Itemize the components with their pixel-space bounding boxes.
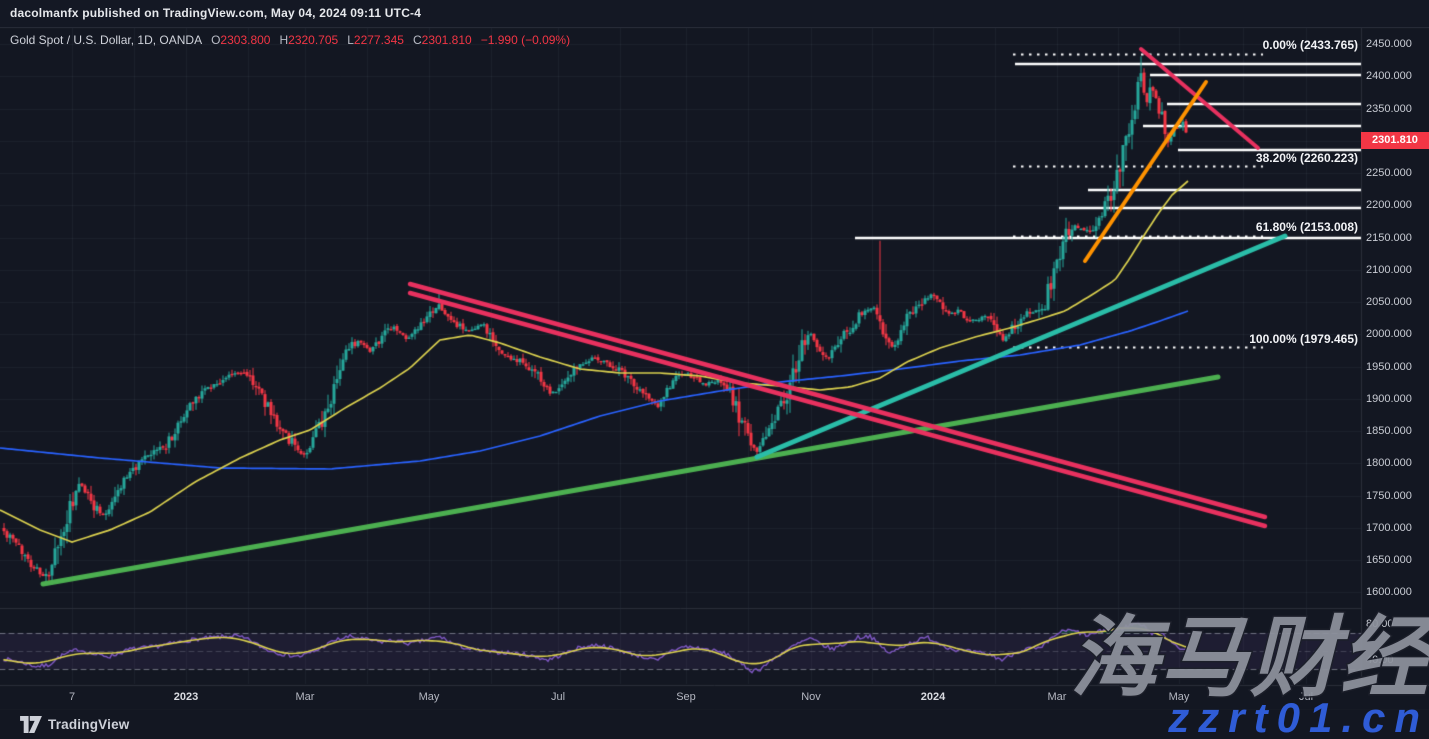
- low-label: L: [347, 33, 354, 47]
- publish-info-text: dacolmanfx published on TradingView.com,…: [10, 6, 422, 20]
- price-axis-label: 1950.000: [1366, 360, 1412, 373]
- low-value: 2277.345: [353, 33, 404, 47]
- watermark-chinese-text: 海马财经: [1068, 607, 1429, 709]
- fib-level-label: 100.00% (1979.465): [1249, 332, 1358, 346]
- time-axis-label: Mar: [295, 691, 315, 703]
- time-axis-label: May: [1168, 691, 1190, 703]
- price-axis-label: 1750.000: [1366, 489, 1412, 502]
- price-axis-label: 1650.000: [1366, 554, 1412, 567]
- price-axis-label: 2000.000: [1366, 328, 1412, 341]
- time-axis-label: 2024: [920, 691, 946, 703]
- time-axis-label: 7: [68, 691, 76, 703]
- last-price-badge: 2301.810: [1361, 132, 1429, 149]
- time-axis-label: Mar: [1047, 691, 1067, 703]
- price-axis-label: 1700.000: [1366, 521, 1412, 534]
- time-axis-label: May: [418, 691, 440, 703]
- time-axis-label: Jul: [1298, 691, 1314, 703]
- price-axis-label: 1900.000: [1366, 392, 1412, 405]
- change-value: −1.990 (−0.09%): [480, 33, 571, 47]
- rsi-axis-label: 80.00: [1366, 618, 1394, 630]
- price-axis-label: 2250.000: [1366, 167, 1412, 180]
- publish-header: dacolmanfx published on TradingView.com,…: [0, 0, 1429, 28]
- rsi-axis-label: 40.00: [1366, 654, 1394, 666]
- tradingview-logo-icon[interactable]: [20, 716, 42, 733]
- price-axis-label: 1600.000: [1366, 586, 1412, 599]
- time-axis-label: Sep: [676, 691, 696, 703]
- high-value: 2320.705: [288, 33, 339, 47]
- price-axis-label: 2150.000: [1366, 231, 1412, 244]
- tradingview-brand-text[interactable]: TradingView: [48, 717, 130, 732]
- watermark-site-url: zzrt01.cn: [1168, 694, 1429, 739]
- time-axis-label: Nov: [801, 691, 821, 703]
- fib-level-label: 61.80% (2153.008): [1255, 220, 1358, 234]
- price-axis-label: 1850.000: [1366, 425, 1412, 438]
- symbol-title[interactable]: Gold Spot / U.S. Dollar, 1D, OANDA: [10, 33, 203, 47]
- open-label: O: [211, 33, 221, 47]
- time-axis-label: Jul: [550, 691, 566, 703]
- open-value: 2303.800: [220, 33, 271, 47]
- price-axis-label: 1800.000: [1366, 457, 1412, 470]
- price-axis-label: 2350.000: [1366, 102, 1412, 115]
- price-axis-label: 2400.000: [1366, 70, 1412, 83]
- price-axis-label: 2450.000: [1366, 38, 1412, 50]
- footer-bar: TradingView: [0, 710, 1429, 739]
- fib-level-label: 38.20% (2260.223): [1255, 151, 1358, 165]
- price-axis-label: 2100.000: [1366, 263, 1412, 276]
- close-label: C: [412, 33, 422, 47]
- price-axis-label: 2200.000: [1366, 199, 1412, 212]
- time-axis-label: 2023: [173, 691, 199, 703]
- symbol-legend[interactable]: Gold Spot / U.S. Dollar, 1D, OANDA O2303.…: [10, 33, 570, 47]
- close-value: 2301.810: [421, 33, 472, 47]
- fib-level-label: 0.00% (2433.765): [1262, 38, 1358, 52]
- price-axis-label: 2050.000: [1366, 296, 1412, 309]
- high-label: H: [279, 33, 289, 47]
